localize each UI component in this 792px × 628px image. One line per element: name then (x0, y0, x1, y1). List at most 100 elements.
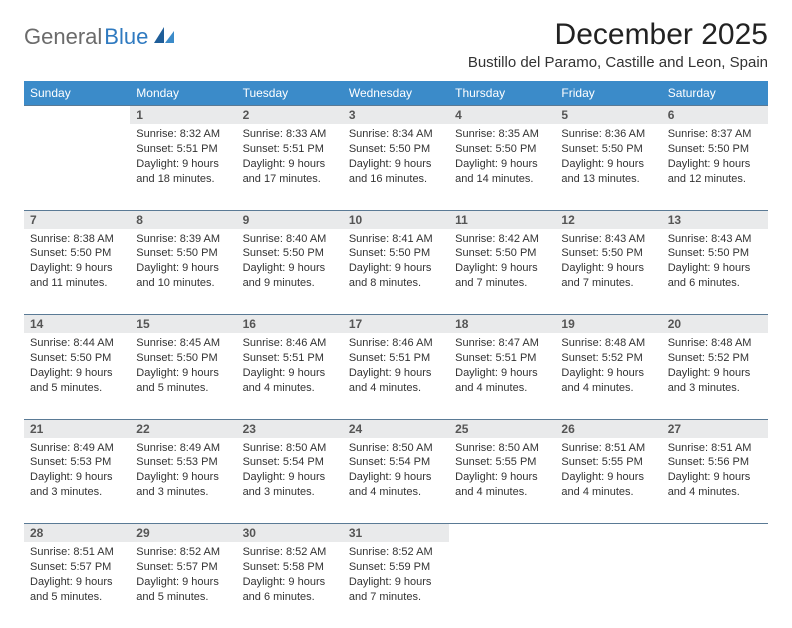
daycell: Sunrise: 8:33 AMSunset: 5:51 PMDaylight:… (237, 124, 343, 210)
daynum: 16 (237, 315, 343, 334)
sunset-line: Sunset: 5:50 PM (136, 351, 230, 366)
daylight-line: Daylight: 9 hours and 4 minutes. (561, 470, 655, 500)
calendar-table: SundayMondayTuesdayWednesdayThursdayFrid… (24, 81, 768, 628)
daycell: Sunrise: 8:48 AMSunset: 5:52 PMDaylight:… (555, 333, 661, 419)
daycell: Sunrise: 8:42 AMSunset: 5:50 PMDaylight:… (449, 229, 555, 315)
daynum: 17 (343, 315, 449, 334)
daynum: 8 (130, 210, 236, 229)
daylight-line: Daylight: 9 hours and 4 minutes. (349, 470, 443, 500)
daynum: 7 (24, 210, 130, 229)
daycell: Sunrise: 8:35 AMSunset: 5:50 PMDaylight:… (449, 124, 555, 210)
sunset-line: Sunset: 5:56 PM (668, 455, 762, 470)
daynum-empty (24, 106, 130, 125)
sunset-line: Sunset: 5:50 PM (349, 142, 443, 157)
daynum-row: 14151617181920 (24, 315, 768, 334)
sunset-line: Sunset: 5:55 PM (561, 455, 655, 470)
daycell: Sunrise: 8:38 AMSunset: 5:50 PMDaylight:… (24, 229, 130, 315)
sunrise-line: Sunrise: 8:32 AM (136, 127, 230, 142)
sunset-line: Sunset: 5:58 PM (243, 560, 337, 575)
sunrise-line: Sunrise: 8:36 AM (561, 127, 655, 142)
daycell: Sunrise: 8:52 AMSunset: 5:58 PMDaylight:… (237, 542, 343, 628)
page-title: December 2025 (468, 18, 768, 52)
daynum: 13 (662, 210, 768, 229)
sunset-line: Sunset: 5:50 PM (668, 142, 762, 157)
daycell: Sunrise: 8:43 AMSunset: 5:50 PMDaylight:… (555, 229, 661, 315)
daynum-row: 78910111213 (24, 210, 768, 229)
sunrise-line: Sunrise: 8:46 AM (243, 336, 337, 351)
sunrise-line: Sunrise: 8:43 AM (668, 232, 762, 247)
sunrise-line: Sunrise: 8:52 AM (136, 545, 230, 560)
daynum: 20 (662, 315, 768, 334)
daylight-line: Daylight: 9 hours and 7 minutes. (349, 575, 443, 605)
daylight-line: Daylight: 9 hours and 11 minutes. (30, 261, 124, 291)
daycell-empty (555, 542, 661, 628)
sunset-line: Sunset: 5:50 PM (243, 246, 337, 261)
daynum-empty (555, 524, 661, 543)
weekday-header: Monday (130, 81, 236, 106)
daylight-line: Daylight: 9 hours and 16 minutes. (349, 157, 443, 187)
sunset-line: Sunset: 5:51 PM (243, 142, 337, 157)
daynum: 22 (130, 419, 236, 438)
content-row: Sunrise: 8:32 AMSunset: 5:51 PMDaylight:… (24, 124, 768, 210)
daynum: 27 (662, 419, 768, 438)
sunrise-line: Sunrise: 8:41 AM (349, 232, 443, 247)
logo: GeneralBlue (24, 18, 176, 50)
header: GeneralBlue December 2025 Bustillo del P… (24, 18, 768, 71)
daylight-line: Daylight: 9 hours and 8 minutes. (349, 261, 443, 291)
content-row: Sunrise: 8:38 AM Sunset: 5:50 PM Daylight:… (24, 229, 768, 315)
sunrise-line: Sunrise: 8:52 AM (349, 545, 443, 560)
daycell: Sunrise: 8:48 AMSunset: 5:52 PMDaylight:… (662, 333, 768, 419)
daylight-line: Daylight: 9 hours and 3 minutes. (30, 470, 124, 500)
daycell: Sunrise: 8:50 AMSunset: 5:54 PMDaylight:… (237, 438, 343, 524)
daycell: Sunrise: 8:51 AMSunset: 5:57 PMDaylight:… (24, 542, 130, 628)
daylight-line: Daylight: 9 hours and 17 minutes. (243, 157, 337, 187)
daylight-line: Daylight: 9 hours and 6 minutes. (243, 575, 337, 605)
daylight-line: Daylight: 9 hours and 4 minutes. (349, 366, 443, 396)
content-row: Sunrise: 8:51 AMSunset: 5:57 PM Daylight:… (24, 542, 768, 628)
sunset-line: Sunset: 5:54 PM (349, 455, 443, 470)
sunrise-line: Sunrise: 8:52 AM (243, 545, 337, 560)
daylight-line: Daylight: 9 hours and 5 minutes. (136, 575, 230, 605)
daylight-line: Daylight: 9 hours and 14 minutes. (455, 157, 549, 187)
sunrise-line: Sunrise: 8:37 AM (668, 127, 762, 142)
daynum: 24 (343, 419, 449, 438)
sunrise-line: Sunrise: 8:48 AM (561, 336, 655, 351)
sunrise-line: Sunrise: 8:51 AM (30, 545, 124, 560)
daynum: 11 (449, 210, 555, 229)
sunset-line: Sunset: 5:50 PM (561, 246, 655, 261)
daycell: Sunrise: 8:52 AMSunset: 5:57 PMDaylight:… (130, 542, 236, 628)
daynum: 15 (130, 315, 236, 334)
daycell: Sunrise: 8:51 AMSunset: 5:56 PMDaylight:… (662, 438, 768, 524)
logo-text-blue: Blue (104, 24, 148, 50)
daycell: Sunrise: 8:49 AMSunset: 5:53 PMDaylight:… (130, 438, 236, 524)
sunrise-line: Sunrise: 8:34 AM (349, 127, 443, 142)
sunset-line: Sunset: 5:53 PM (30, 455, 124, 470)
sunset-line: Sunset: 5:50 PM (455, 142, 549, 157)
daynum: 28 (24, 524, 130, 543)
sunrise-line: Sunrise: 8:38 AM (30, 232, 124, 247)
daynum: 29 (130, 524, 236, 543)
daynum: 4 (449, 106, 555, 125)
sunrise-line: Sunrise: 8:49 AM (136, 441, 230, 456)
sunset-line: Sunset: 5:57 PM (30, 560, 124, 575)
daycell: Sunrise: 8:32 AMSunset: 5:51 PMDaylight:… (130, 124, 236, 210)
daycell: Sunrise: 8:47 AMSunset: 5:51 PMDaylight:… (449, 333, 555, 419)
daycell: Sunrise: 8:44 AMSunset: 5:50 PMDaylight:… (24, 333, 130, 419)
sunset-line: Sunset: 5:50 PM (30, 351, 124, 366)
sunrise-line: Sunrise: 8:43 AM (561, 232, 655, 247)
daynum: 26 (555, 419, 661, 438)
daylight-line: Daylight: 9 hours and 6 minutes. (668, 261, 762, 291)
daycell: Sunrise: 8:50 AMSunset: 5:54 PMDaylight:… (343, 438, 449, 524)
sunrise-line: Sunrise: 8:35 AM (455, 127, 549, 142)
daycell: Sunrise: 8:50 AMSunset: 5:55 PMDaylight:… (449, 438, 555, 524)
content-row: Sunrise: 8:44 AMSunset: 5:50 PMDaylight:… (24, 333, 768, 419)
weekday-header: Wednesday (343, 81, 449, 106)
daynum-empty (449, 524, 555, 543)
daylight-line: Daylight: 9 hours and 3 minutes. (136, 470, 230, 500)
daylight-line: Daylight: 9 hours and 3 minutes. (668, 366, 762, 396)
sunset-line: Sunset: 5:54 PM (243, 455, 337, 470)
title-block: December 2025 Bustillo del Paramo, Casti… (468, 18, 768, 71)
sunrise-line: Sunrise: 8:44 AM (30, 336, 124, 351)
sunset-line: Sunset: 5:50 PM (136, 246, 230, 261)
daylight-line: Daylight: 9 hours and 3 minutes. (243, 470, 337, 500)
